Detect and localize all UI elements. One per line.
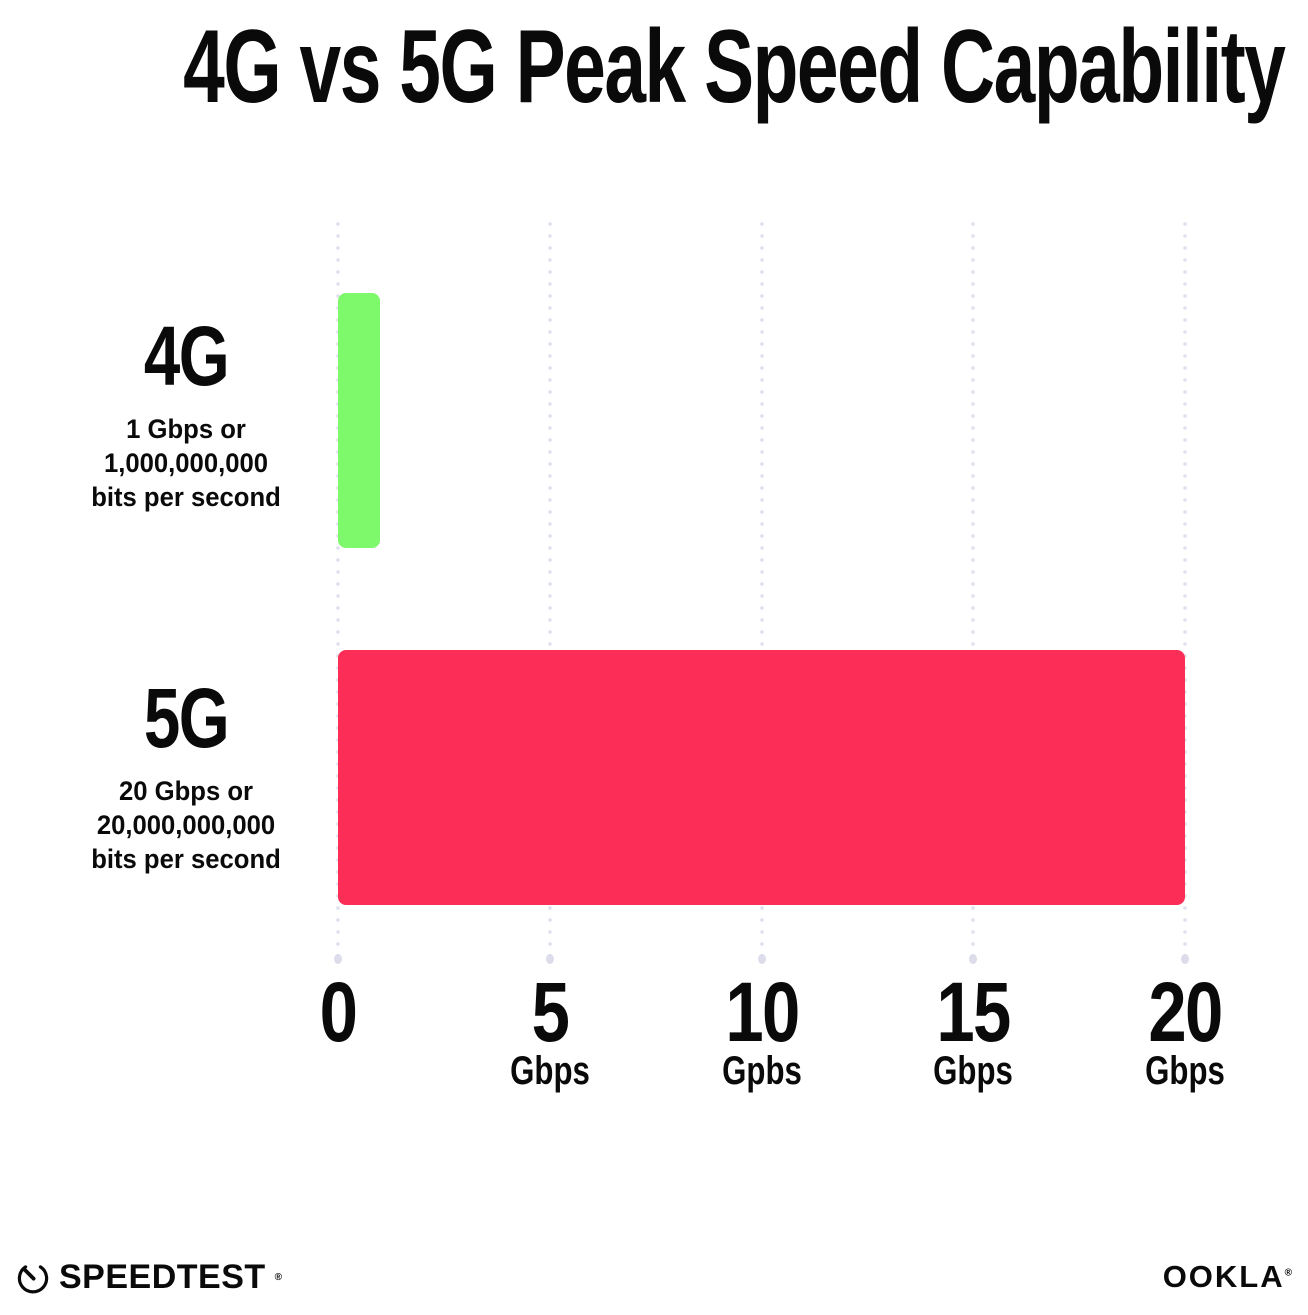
- gridline-0: [336, 222, 340, 958]
- speedtest-wordmark: SPEEDTEST: [59, 1257, 266, 1296]
- speedtest-logo: SPEEDTEST ®: [16, 1258, 283, 1297]
- x-tick-15: 15 Gbps: [922, 965, 1024, 1093]
- gridline-15: [971, 222, 976, 958]
- category-label-5g: 5G: [143, 671, 230, 765]
- x-tick-value: 10: [724, 965, 800, 1059]
- row-label-4g: 4G 1 Gbps or 1,000,000,000 bits per seco…: [62, 309, 310, 514]
- desc-line: 20,000,000,000: [96, 810, 276, 840]
- chart-title: 4G vs 5G Peak Speed Capability: [183, 9, 1286, 125]
- x-tick-value: 20: [1148, 965, 1223, 1059]
- desc-line: 1 Gbps or: [126, 414, 246, 444]
- gridline-10: [759, 222, 764, 958]
- x-tick-5: 5 Gbps: [499, 965, 601, 1093]
- registered-mark: ®: [274, 1271, 283, 1283]
- row-label-5g: 5G 20 Gbps or 20,000,000,000 bits per se…: [62, 671, 310, 876]
- x-tick-unit: Gbps: [1145, 1049, 1225, 1093]
- x-tick-10: 10 Gpbs: [710, 965, 812, 1093]
- x-tick-value: 0: [319, 965, 358, 1059]
- category-desc-4g: 1 Gbps or 1,000,000,000 bits per second: [68, 412, 304, 514]
- footer: SPEEDTEST ® OOKLA®: [16, 1257, 1294, 1297]
- x-tick-unit: Gpbs: [721, 1049, 802, 1093]
- category-desc-5g: 20 Gbps or 20,000,000,000 bits per secon…: [68, 774, 304, 876]
- x-axis: 0 5 Gbps 10 Gpbs 15 Gbps 20 Gbps: [320, 965, 1225, 1106]
- category-label-4g: 4G: [143, 309, 230, 403]
- ookla-wordmark: OOKLA: [1162, 1259, 1285, 1294]
- plot-area: [336, 222, 1187, 958]
- bar-4g: [338, 293, 381, 548]
- x-tick-0: 0: [316, 965, 361, 1059]
- ookla-logo: OOKLA®: [1163, 1259, 1294, 1295]
- gridline-20: [1183, 222, 1187, 958]
- registered-mark: ®: [1284, 1267, 1294, 1279]
- speedometer-gauge-icon: [17, 1265, 49, 1294]
- x-tick-value: 15: [936, 965, 1012, 1059]
- desc-line: bits per second: [91, 482, 281, 512]
- bar-5g: [338, 650, 1185, 905]
- x-tick-unit: Gbps: [509, 1049, 590, 1093]
- desc-line: bits per second: [91, 844, 281, 874]
- desc-line: 20 Gbps or: [118, 776, 253, 806]
- x-tick-20: 20 Gbps: [1134, 965, 1236, 1093]
- x-tick-value: 5: [531, 965, 569, 1059]
- x-tick-unit: Gbps: [933, 1049, 1014, 1093]
- gridline-5: [547, 222, 552, 958]
- desc-line: 1,000,000,000: [103, 448, 269, 478]
